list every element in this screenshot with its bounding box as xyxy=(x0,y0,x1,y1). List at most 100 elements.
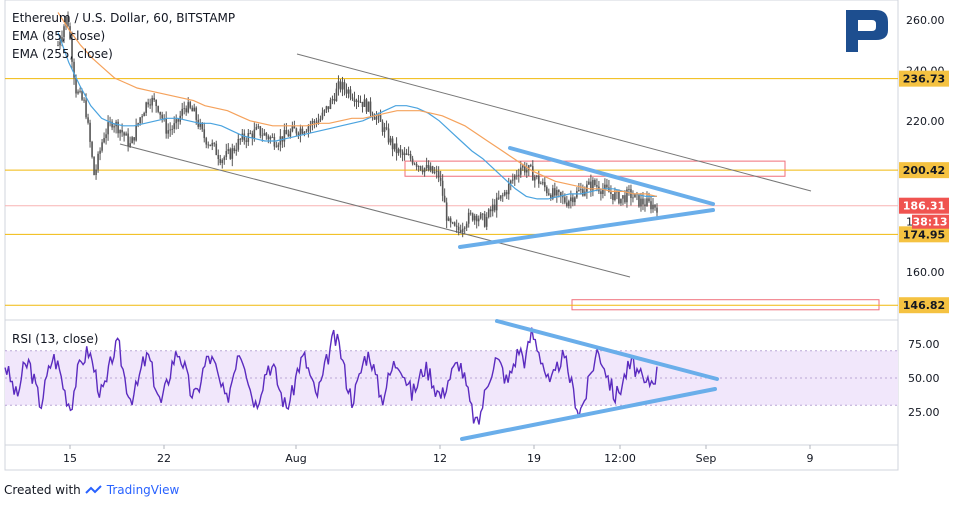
candle-body xyxy=(361,101,364,107)
candle-body xyxy=(105,134,107,139)
candle-body xyxy=(558,190,560,193)
time-axis-tick: 9 xyxy=(807,452,814,465)
candle-body xyxy=(646,198,648,207)
candle-body xyxy=(289,131,292,137)
candle-body xyxy=(95,169,97,175)
candle-body xyxy=(311,120,314,125)
candle-body xyxy=(357,100,360,103)
candle-body xyxy=(265,133,268,137)
candle-body xyxy=(319,118,322,121)
candle-body xyxy=(431,166,434,173)
candle-body xyxy=(367,101,370,112)
candle-body xyxy=(437,171,440,178)
triangle-trendline xyxy=(460,387,717,441)
candle-body xyxy=(393,143,396,150)
candle-body xyxy=(283,129,286,142)
time-axis-tick: Sep xyxy=(696,452,717,465)
candle-body xyxy=(313,120,316,123)
candle-body xyxy=(87,117,89,123)
candle-body xyxy=(564,197,566,203)
candle-body xyxy=(447,218,450,221)
level-tag xyxy=(899,226,949,243)
channel-line xyxy=(296,53,812,192)
ema-fast-label: EMA (85, close) xyxy=(12,29,105,43)
candle-body xyxy=(483,214,486,227)
candle-body xyxy=(521,165,524,168)
candle-body xyxy=(385,127,388,129)
candle-group xyxy=(57,11,658,238)
candle-body xyxy=(533,176,536,181)
candle-body xyxy=(457,226,460,231)
candle-body xyxy=(638,194,640,207)
level-tag-label: 236.73 xyxy=(903,73,945,86)
chart-frame xyxy=(4,0,899,471)
candle-body xyxy=(642,198,644,205)
candle-body xyxy=(57,45,59,46)
candle-body xyxy=(634,193,636,198)
candle-body xyxy=(137,123,139,125)
candle-body xyxy=(209,144,212,146)
candle-body xyxy=(307,126,310,132)
candle-body xyxy=(177,119,180,122)
time-axis-tick: 19 xyxy=(527,452,541,465)
candle-body xyxy=(273,137,276,147)
candle-body xyxy=(175,119,177,124)
candle-body xyxy=(570,197,572,202)
candle-body xyxy=(578,190,580,192)
candle-body xyxy=(215,143,218,156)
level-line-group xyxy=(5,78,898,306)
candle-body xyxy=(540,183,542,185)
candle-body xyxy=(461,228,464,233)
candle-body xyxy=(253,129,256,139)
candle-body xyxy=(542,182,544,184)
candle-body xyxy=(383,127,386,132)
candle-body xyxy=(507,183,510,195)
candle-body xyxy=(99,150,101,154)
tradingview-logo-icon xyxy=(85,485,102,494)
footer-created-with: Created with xyxy=(4,483,81,497)
candle-body xyxy=(554,188,556,196)
time-axis-tick: Aug xyxy=(285,452,306,465)
candle-body xyxy=(467,212,470,224)
candle-body xyxy=(455,225,458,227)
candle-body xyxy=(111,121,113,128)
price-axis-tick: 260.00 xyxy=(906,14,945,27)
footer-brand[interactable]: TradingView xyxy=(106,483,180,497)
candle-body xyxy=(285,129,288,135)
brand-logo xyxy=(840,6,890,56)
candle-body xyxy=(337,81,340,89)
current-price-tag xyxy=(899,197,949,214)
candle-body xyxy=(596,185,598,187)
candle-body xyxy=(407,154,410,155)
candle-body xyxy=(211,142,214,146)
rsi-line xyxy=(4,327,658,425)
candle-body xyxy=(325,106,328,110)
candle-body xyxy=(405,153,408,155)
candle-body xyxy=(371,113,374,118)
candle-body xyxy=(143,112,145,117)
candle-body xyxy=(449,218,452,223)
candle-body xyxy=(201,123,204,130)
candle-body xyxy=(473,215,476,221)
candle-body xyxy=(529,165,532,167)
candle-body xyxy=(535,175,538,177)
candle-body xyxy=(471,213,474,221)
candle-body xyxy=(395,143,398,154)
candle-body xyxy=(538,175,540,184)
candle-body xyxy=(552,188,554,199)
candle-body xyxy=(413,163,416,165)
candle-body xyxy=(235,149,238,152)
candle-body xyxy=(257,126,260,128)
candle-body xyxy=(299,128,302,136)
candle-body xyxy=(632,197,634,199)
candle-body xyxy=(622,195,624,199)
candle-body xyxy=(159,111,161,115)
rsi-axis-tick: 75.00 xyxy=(908,338,940,351)
candle-body xyxy=(91,141,93,157)
candle-body xyxy=(335,88,338,102)
candle-body xyxy=(562,196,564,198)
candle-body xyxy=(129,143,131,147)
candle-body xyxy=(249,133,252,134)
candle-body xyxy=(219,158,222,164)
candle-body xyxy=(441,180,444,196)
